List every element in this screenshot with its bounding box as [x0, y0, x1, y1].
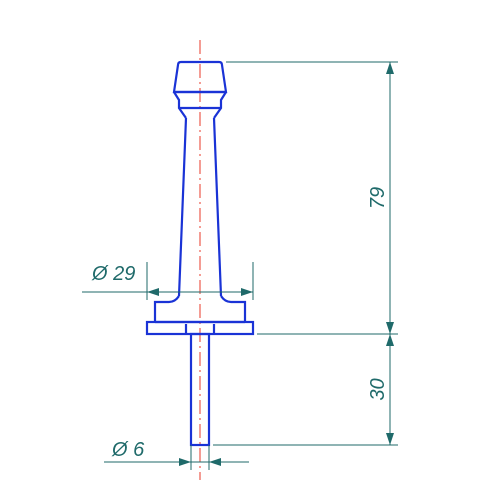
dim-label-dia6: Ø 6 — [111, 439, 145, 461]
dim-label-79: 79 — [367, 187, 389, 209]
dim-label-30: 30 — [367, 378, 389, 400]
dim-label-dia29: Ø 29 — [91, 263, 135, 285]
